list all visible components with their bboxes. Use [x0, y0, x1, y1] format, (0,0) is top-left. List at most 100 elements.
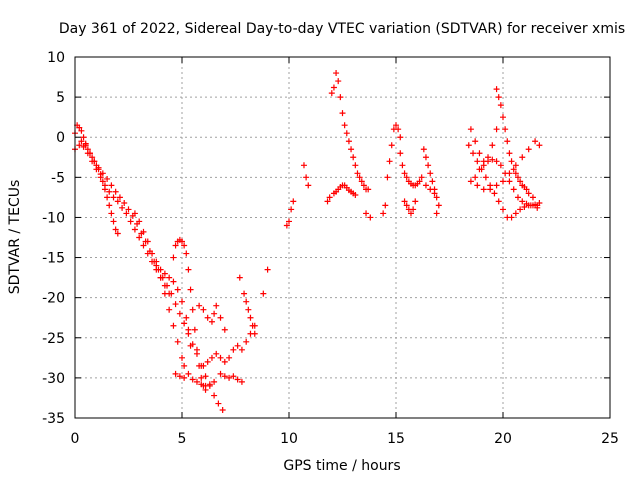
data-point: [198, 374, 205, 381]
data-point: [211, 392, 218, 399]
data-point: [234, 376, 241, 383]
data-point: [326, 194, 333, 201]
data-point: [303, 174, 310, 181]
data-point: [495, 198, 502, 205]
data-point: [238, 378, 245, 385]
data-point: [510, 186, 517, 193]
data-point: [166, 306, 173, 313]
data-point: [119, 204, 126, 211]
data-point: [341, 122, 348, 129]
data-point: [144, 238, 151, 245]
series-track-y: [472, 156, 543, 209]
series-track-g: [153, 258, 194, 349]
data-point: [200, 362, 207, 369]
y-tick-label: -35: [42, 411, 65, 427]
x-tick-label: 25: [601, 431, 619, 447]
data-point: [286, 218, 292, 225]
data-point: [106, 202, 113, 209]
data-point: [217, 354, 224, 361]
data-point: [140, 228, 147, 235]
data-point: [247, 314, 254, 321]
series-track-i: [196, 302, 228, 333]
data-point: [112, 226, 119, 233]
data-point: [536, 142, 543, 149]
data-point: [517, 178, 524, 185]
data-point: [241, 290, 248, 297]
data-point: [427, 170, 434, 177]
data-point: [136, 234, 143, 241]
series-track-t: [422, 182, 440, 217]
data-point: [422, 182, 429, 189]
series-track-k: [241, 290, 258, 337]
data-point: [181, 362, 188, 369]
data-point: [164, 282, 171, 289]
data-point: [200, 306, 207, 313]
data-point: [99, 170, 106, 177]
data-point: [174, 286, 181, 293]
data-point: [403, 174, 410, 181]
data-point: [243, 338, 250, 345]
data-point: [238, 346, 245, 353]
data-point: [397, 150, 404, 157]
data-point: [108, 210, 115, 217]
data-point: [345, 138, 352, 145]
data-point: [234, 342, 241, 349]
x-tick-label: 15: [387, 431, 405, 447]
data-point: [523, 200, 530, 207]
data-point: [110, 194, 117, 201]
data-point: [337, 94, 344, 101]
data-point: [380, 210, 387, 217]
data-point: [435, 202, 442, 209]
data-point: [493, 158, 500, 165]
data-point: [200, 382, 207, 389]
data-point: [170, 322, 177, 329]
data-point: [176, 310, 183, 317]
data-point: [510, 166, 517, 173]
data-point: [189, 306, 196, 313]
data-point: [230, 346, 237, 353]
data-point: [179, 354, 185, 361]
data-point: [324, 198, 331, 205]
data-point: [245, 306, 252, 313]
data-point: [474, 182, 481, 189]
data-point: [500, 178, 506, 185]
data-point: [497, 162, 504, 169]
y-tick-label: -10: [42, 210, 65, 226]
series-track-v: [467, 126, 500, 165]
data-point: [185, 326, 192, 333]
data-points: [72, 70, 543, 413]
data-point: [508, 214, 515, 221]
data-point: [136, 218, 143, 225]
data-point: [350, 154, 357, 161]
data-point: [78, 138, 85, 145]
series-track-q: [397, 150, 425, 189]
data-point: [467, 126, 474, 133]
y-tick-label: -5: [51, 170, 65, 186]
data-point: [217, 314, 224, 321]
data-point: [172, 301, 179, 308]
data-point: [467, 178, 474, 185]
data-point: [384, 174, 391, 181]
series-track-b: [72, 142, 173, 297]
data-point: [482, 174, 489, 181]
data-point: [433, 194, 440, 201]
data-point: [157, 266, 164, 273]
plot-frame: [74, 56, 611, 419]
data-point: [112, 188, 119, 195]
data-point: [157, 274, 164, 281]
data-point: [525, 190, 532, 197]
data-point: [517, 206, 524, 213]
series-track-r: [401, 198, 419, 217]
data-point: [360, 182, 367, 189]
series-track-n: [330, 182, 359, 198]
data-point: [367, 214, 374, 221]
data-point: [170, 254, 177, 261]
series-track-d: [131, 210, 188, 369]
data-point: [397, 134, 404, 141]
data-point: [427, 186, 434, 193]
data-point: [358, 178, 365, 185]
data-point: [382, 202, 389, 209]
chart-title: Day 361 of 2022, Sidereal Day-to-day VTE…: [59, 21, 625, 37]
data-point: [474, 158, 481, 165]
